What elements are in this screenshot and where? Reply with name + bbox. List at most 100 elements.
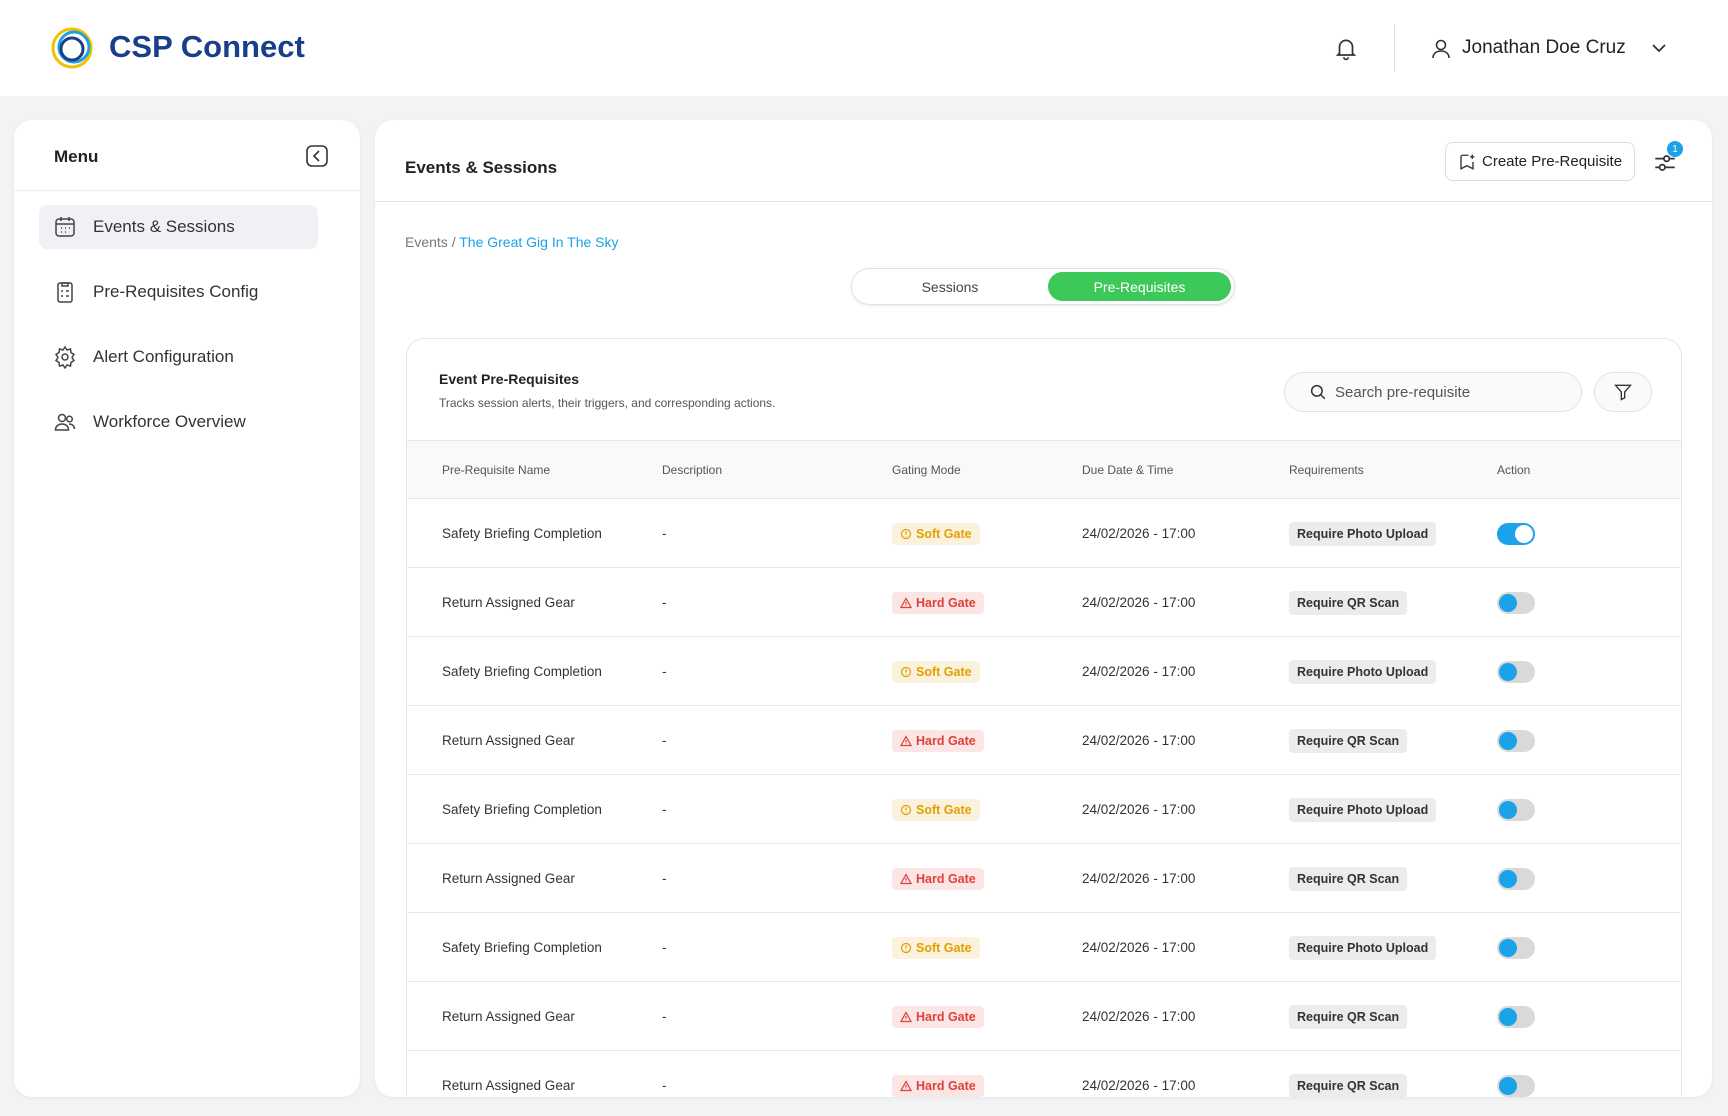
requirement-cell: Require QR Scan: [1289, 844, 1408, 913]
filter-button[interactable]: [1594, 372, 1652, 412]
prereq-name: Safety Briefing Completion: [442, 526, 602, 541]
divider: [1394, 24, 1395, 72]
logo: [51, 27, 93, 69]
column-header: Gating Mode: [892, 463, 961, 477]
due-date: 24/02/2026 - 17:00: [1082, 871, 1196, 886]
toggle[interactable]: [1497, 591, 1535, 614]
user-name[interactable]: Jonathan Doe Cruz: [1462, 37, 1626, 58]
toggle[interactable]: [1497, 867, 1535, 890]
toggle[interactable]: [1497, 798, 1535, 821]
toggle-knob: [1499, 731, 1517, 750]
toggle[interactable]: [1497, 1005, 1535, 1028]
brand: CSP Connect: [109, 29, 305, 64]
gating-badge: Soft Gate: [892, 936, 980, 959]
prereq-name: Safety Briefing Completion: [442, 940, 602, 955]
requirement-cell: Require QR Scan: [1289, 1051, 1408, 1097]
toggle-knob: [1515, 524, 1533, 543]
search-box[interactable]: Search pre-requisite: [1284, 372, 1582, 412]
gating-cell: Hard Gate: [892, 1051, 984, 1097]
toggle-knob: [1499, 662, 1517, 681]
requirement-cell: Require Photo Upload: [1289, 775, 1437, 844]
action-cell: [1497, 637, 1535, 706]
prereq-name: Safety Briefing Completion: [442, 802, 602, 817]
gating-cell: Soft Gate: [892, 913, 980, 982]
prereq-name: Return Assigned Gear: [442, 595, 575, 610]
due-date: 24/02/2026 - 17:00: [1082, 1078, 1196, 1093]
table-row: Safety Briefing Completion - Soft Gate 24/0…: [407, 636, 1681, 706]
description: -: [662, 802, 667, 817]
toggle-knob: [1499, 1007, 1517, 1026]
prereq-name: Return Assigned Gear: [442, 1009, 575, 1024]
notifications[interactable]: [1333, 35, 1359, 61]
table-row: Return Assigned Gear - Hard Gate 24/02/2026…: [407, 981, 1681, 1051]
menu-label: Pre-Requisites Config: [93, 282, 259, 301]
due-date: 24/02/2026 - 17:00: [1082, 526, 1196, 541]
user-icon: [1432, 39, 1450, 59]
menu-label: Alert Configuration: [93, 347, 234, 366]
action-cell: [1497, 1051, 1535, 1097]
table-row: Return Assigned Gear - Hard Gate 24/02/2026…: [407, 705, 1681, 775]
tab[interactable]: Sessions: [921, 278, 979, 295]
gating-mode: Hard Gate: [916, 595, 976, 610]
menu-item[interactable]: Events & Sessions: [39, 205, 318, 249]
table: Pre-Requisite Name Description Gating Mode…: [407, 440, 1681, 1097]
gating-badge: Hard Gate: [892, 1074, 984, 1097]
requirement-cell: Require Photo Upload: [1289, 637, 1437, 706]
requirement-badge: Require Photo Upload: [1289, 659, 1437, 684]
gating-mode: Soft Gate: [916, 526, 972, 541]
tab-active[interactable]: Pre-Requisites: [1048, 272, 1231, 301]
divider: [375, 201, 1712, 202]
menu-item[interactable]: Workforce Overview: [39, 400, 318, 444]
gating-badge: Hard Gate: [892, 591, 984, 614]
gating-cell: Soft Gate: [892, 637, 980, 706]
user-menu[interactable]: [1649, 38, 1669, 58]
toggle[interactable]: [1497, 522, 1535, 545]
description: -: [662, 871, 667, 886]
toggle[interactable]: [1497, 660, 1535, 683]
due-date: 24/02/2026 - 17:00: [1082, 664, 1196, 679]
breadcrumb-parent[interactable]: Events /: [405, 234, 456, 250]
gating-mode: Soft Gate: [916, 802, 972, 817]
description: -: [662, 1078, 667, 1093]
toggle-knob: [1499, 1076, 1517, 1095]
description: -: [662, 526, 667, 541]
menu-item[interactable]: Pre-Requisites Config: [39, 270, 318, 314]
table-row: Safety Briefing Completion - Soft Gate 24/0…: [407, 912, 1681, 982]
page-title: Events & Sessions: [405, 158, 558, 177]
toggle[interactable]: [1497, 1074, 1535, 1097]
gating-badge: Hard Gate: [892, 1005, 984, 1028]
menu-item[interactable]: Alert Configuration: [39, 335, 318, 379]
action-cell: [1497, 844, 1535, 913]
create-button[interactable]: Create Pre-Requisite: [1445, 142, 1635, 181]
toggle[interactable]: [1497, 729, 1535, 752]
gating-mode: Hard Gate: [916, 1078, 976, 1093]
gating-mode: Hard Gate: [916, 1009, 976, 1024]
gating-badge: Soft Gate: [892, 798, 980, 821]
gating-mode: Soft Gate: [916, 664, 972, 679]
table-header: Pre-Requisite Name Description Gating Mode…: [407, 440, 1681, 498]
column-header: Requirements: [1289, 463, 1364, 477]
requirement-badge: Require QR Scan: [1289, 728, 1408, 753]
create-label: Create Pre-Requisite: [1482, 153, 1623, 170]
gating-cell: Soft Gate: [892, 775, 980, 844]
gating-cell: Hard Gate: [892, 982, 984, 1051]
toggle-knob: [1499, 593, 1517, 612]
toggle-knob: [1499, 800, 1517, 819]
due-date: 24/02/2026 - 17:00: [1082, 940, 1196, 955]
gating-mode: Hard Gate: [916, 733, 976, 748]
due-date: 24/02/2026 - 17:00: [1082, 1009, 1196, 1024]
collapse-button[interactable]: [305, 144, 329, 168]
toggle[interactable]: [1497, 936, 1535, 959]
gating-mode: Hard Gate: [916, 871, 976, 886]
table-row: Return Assigned Gear - Hard Gate 24/02/2026…: [407, 843, 1681, 913]
requirement-badge: Require QR Scan: [1289, 590, 1408, 615]
due-date: 24/02/2026 - 17:00: [1082, 733, 1196, 748]
requirement-cell: Require QR Scan: [1289, 982, 1408, 1051]
settings-filter[interactable]: [1652, 150, 1678, 176]
action-cell: [1497, 706, 1535, 775]
breadcrumb-current[interactable]: The Great Gig In The Sky: [459, 234, 619, 250]
tabs: Sessions Pre-Requisites: [851, 268, 1235, 305]
gating-cell: Hard Gate: [892, 568, 984, 637]
prereq-name: Return Assigned Gear: [442, 733, 575, 748]
requirement-badge: Require Photo Upload: [1289, 521, 1437, 546]
